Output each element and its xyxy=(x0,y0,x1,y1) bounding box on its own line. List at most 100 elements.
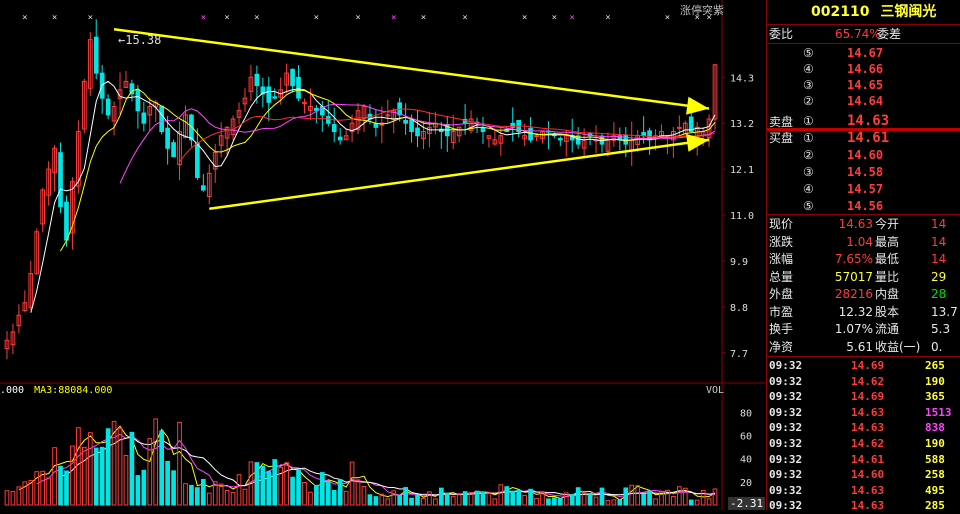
volume-bar xyxy=(665,489,670,506)
price-tick-label: 11.0 xyxy=(730,211,754,222)
quote-value: 1.07% xyxy=(834,322,873,336)
quote-row: 市盈 12.32 股本 13.7 xyxy=(767,304,960,320)
candle-body xyxy=(171,142,176,158)
volume-bar xyxy=(177,421,182,506)
candle-body xyxy=(52,147,57,174)
candle-body xyxy=(296,76,301,99)
signal-mark: × xyxy=(552,13,557,23)
tick-row: 09:32 14.62 190 xyxy=(767,436,960,452)
volume-bar xyxy=(117,427,123,506)
signal-mark: × xyxy=(224,13,229,23)
volume-bar xyxy=(587,493,593,506)
sell-price: 14.67 xyxy=(847,46,884,60)
volume-bar xyxy=(415,494,420,506)
volume-bar xyxy=(16,486,22,506)
volume-tick-label: 60 xyxy=(740,432,752,443)
signal-mark: × xyxy=(254,13,259,23)
tick-time: 09:32 xyxy=(769,499,803,513)
candle-body xyxy=(123,80,129,88)
chart-background xyxy=(0,0,766,510)
buy-level-row: ③ 14.58 xyxy=(767,164,960,180)
volume-bar xyxy=(641,493,646,506)
candle-body xyxy=(302,101,307,105)
volume-bar xyxy=(189,484,194,506)
volume-bar xyxy=(629,484,635,506)
level-index: ④ xyxy=(803,62,814,76)
volume-bar xyxy=(319,472,325,506)
candle-body xyxy=(76,131,81,187)
volume-bar xyxy=(528,488,533,506)
volume-bar xyxy=(105,428,111,506)
volume-bar xyxy=(659,491,664,506)
candle-body xyxy=(218,135,224,146)
quote-label: 量比 xyxy=(875,269,900,284)
stock-name: 三钢闽光 xyxy=(880,4,937,20)
volume-bars[interactable] xyxy=(4,418,718,506)
volume-bar xyxy=(99,446,105,506)
candle-body xyxy=(105,98,111,116)
candle-body xyxy=(254,73,260,87)
signal-mark: × xyxy=(391,13,396,23)
peak-label: ←15.38 xyxy=(118,33,162,47)
candle-body xyxy=(706,118,712,139)
chart-area[interactable]: 14.3 13.2 12.1 11.0 9.9 8.8 7.7 80 60 40 20 × × × × ×… xyxy=(0,0,766,510)
quote-value: 29 xyxy=(931,269,947,284)
quote-value: 5.3 xyxy=(931,322,951,336)
volume-bar xyxy=(379,493,385,506)
volume-bar xyxy=(474,490,480,506)
quote-label: 最低 xyxy=(875,252,900,266)
quote-value: 57017 xyxy=(834,269,873,284)
tick-price: 14.62 xyxy=(851,437,885,450)
vol-bottom-value: -2.31 xyxy=(728,497,766,510)
tick-time: 09:32 xyxy=(769,452,803,466)
candle-body xyxy=(81,80,87,130)
volume-bar xyxy=(290,476,295,506)
quote-label: 外盘 xyxy=(769,287,794,301)
candle-body xyxy=(272,96,278,99)
ma-line xyxy=(179,108,716,163)
signal-mark: × xyxy=(355,13,360,23)
quote-label: 涨幅 xyxy=(769,252,794,266)
volume-bar xyxy=(438,487,444,506)
volume-bar xyxy=(355,479,361,506)
volume-bar xyxy=(331,489,337,506)
volume-bar xyxy=(218,483,224,506)
signal-mark: × xyxy=(314,13,319,23)
volume-bar xyxy=(409,497,414,506)
signal-mark: × xyxy=(201,13,206,23)
tick-volume: 258 xyxy=(925,468,945,482)
volume-bar xyxy=(87,432,93,506)
volume-bar xyxy=(569,494,575,506)
quote-panel: 002110 三钢闽光 委比 65.74% 委差 ⑤ 14.67 ④ 14.66 ③ 14… xyxy=(766,0,960,512)
tick-row: 09:32 14.63 285 xyxy=(767,498,960,514)
volume-bar xyxy=(141,469,147,506)
quote-value: 1.04 xyxy=(846,234,873,249)
volume-bar xyxy=(444,492,450,506)
volume-bar xyxy=(706,498,712,506)
candle-body xyxy=(331,124,337,133)
volume-bar xyxy=(28,479,34,506)
candle-body xyxy=(284,72,289,86)
candle-body xyxy=(46,168,51,196)
tick-row: 09:32 14.60 258 xyxy=(767,467,960,483)
level-index: ③ xyxy=(803,78,814,92)
volume-bar xyxy=(93,447,99,506)
volume-bar xyxy=(552,497,557,506)
candle-body xyxy=(480,127,486,133)
candle-body xyxy=(391,110,397,121)
candle-body xyxy=(34,231,40,275)
bid-ask-divider xyxy=(767,128,960,131)
quote-value: 14.63 xyxy=(838,217,873,231)
quote-label: 股本 xyxy=(875,304,900,319)
tick-row: 09:32 14.69 365 xyxy=(767,389,960,405)
volume-bar xyxy=(308,491,313,506)
tick-volume: 588 xyxy=(925,452,945,466)
level-index: ③ xyxy=(803,165,814,179)
candle-body xyxy=(230,118,236,136)
price-tick-label: 14.3 xyxy=(730,73,754,84)
tick-volume: 495 xyxy=(925,483,945,497)
tick-time: 09:32 xyxy=(769,359,803,372)
volume-bar xyxy=(397,494,403,506)
candle-body xyxy=(266,86,272,103)
